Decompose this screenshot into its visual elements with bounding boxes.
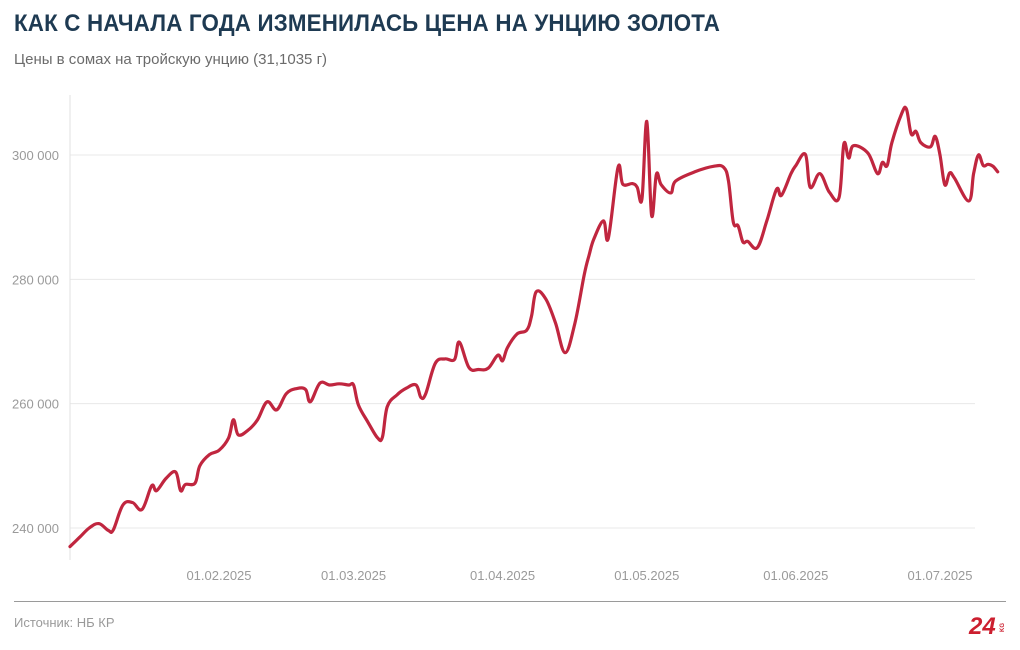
x-tick-label: 01.07.2025: [907, 568, 972, 583]
footer-divider: [14, 601, 1006, 602]
logo-small-text: KG: [1000, 623, 1006, 632]
chart-title: КАК С НАЧАЛА ГОДА ИЗМЕНИЛАСЬ ЦЕНА НА УНЦ…: [14, 10, 721, 37]
logo-text: 24: [968, 613, 996, 638]
chart-subtitle: Цены в сомах на тройскую унцию (31,1035 …: [14, 51, 328, 68]
series-line: [68, 105, 1000, 549]
x-tick-label: 01.02.2025: [186, 568, 251, 583]
source-note: Источник: НБ КР: [14, 615, 115, 630]
x-tick-label: 01.06.2025: [763, 568, 828, 583]
y-tick-label: 240 000: [12, 521, 59, 536]
brand-logo: 24 KG: [968, 613, 1006, 638]
y-tick-label: 260 000: [12, 397, 59, 412]
x-tick-label: 01.03.2025: [321, 568, 386, 583]
y-tick-label: 280 000: [12, 272, 59, 287]
y-tick-label: 300 000: [12, 148, 59, 163]
x-tick-label: 01.04.2025: [470, 568, 535, 583]
y-axis-ticks: 240 000 260 000 280 000 300 000: [12, 148, 59, 536]
x-axis-ticks: 01.02.2025 01.03.2025 01.04.2025 01.05.2025…: [186, 568, 972, 583]
x-tick-label: 01.05.2025: [614, 568, 679, 583]
grid-lines: [70, 154, 975, 529]
